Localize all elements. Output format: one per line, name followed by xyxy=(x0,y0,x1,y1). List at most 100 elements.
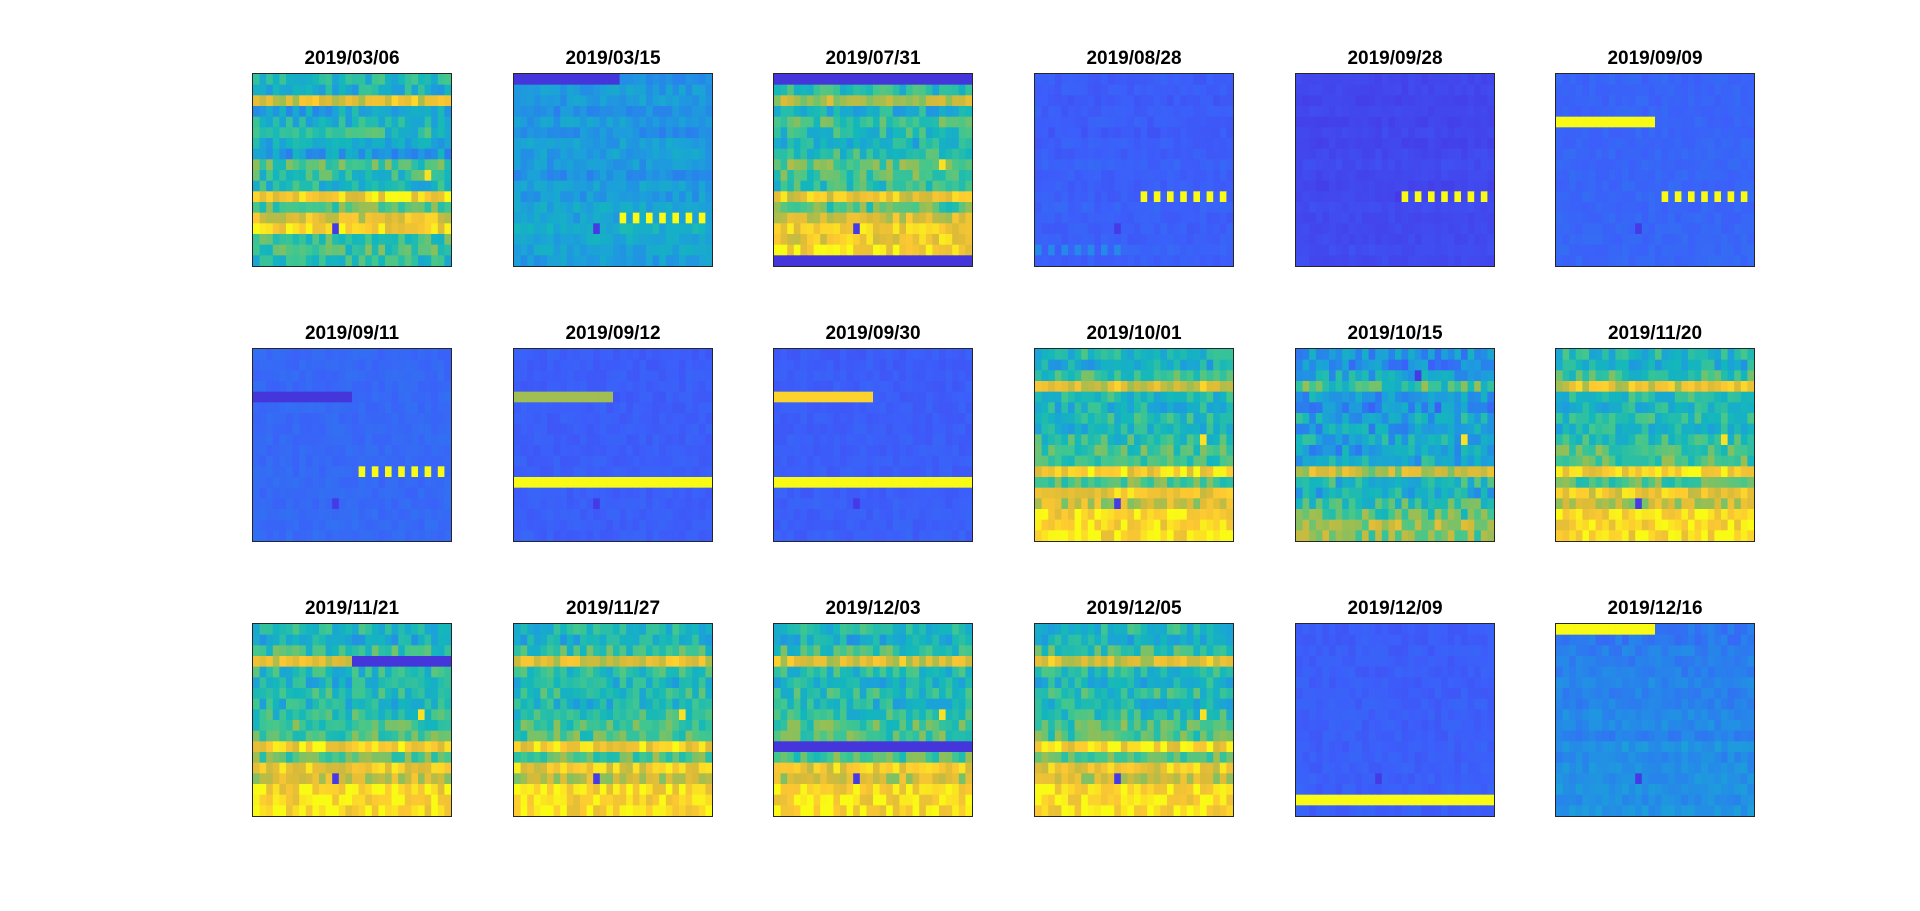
heatmap-cell xyxy=(431,445,439,457)
heatmap-cell xyxy=(859,530,867,541)
heatmap-cell xyxy=(1655,180,1663,192)
heatmap-cell xyxy=(1589,223,1597,235)
heatmap-cell xyxy=(833,509,841,521)
heatmap-cell xyxy=(560,74,568,86)
heatmap-cell xyxy=(1615,148,1623,160)
heatmap-cell xyxy=(292,509,300,521)
heatmap-cell xyxy=(1401,95,1409,107)
heatmap-cell xyxy=(1219,223,1227,235)
heatmap-cell xyxy=(665,180,673,192)
heatmap-cell xyxy=(385,477,393,489)
heatmap-cell xyxy=(1180,127,1188,139)
heatmap-cell xyxy=(932,359,940,371)
heatmap-cell xyxy=(652,127,660,139)
heatmap-cell xyxy=(646,509,654,521)
heatmap-cell xyxy=(1315,191,1323,203)
heatmap-cell xyxy=(945,202,953,214)
heatmap-cell xyxy=(912,170,920,182)
heatmap-cell xyxy=(833,477,841,489)
heatmap-cell xyxy=(619,170,627,182)
heatmap-cell xyxy=(606,202,614,214)
heatmap-cell xyxy=(527,148,535,160)
heatmap-cell xyxy=(266,509,274,521)
heatmap-cell xyxy=(1688,95,1696,107)
heatmap-cell xyxy=(840,445,848,457)
heatmap-cell xyxy=(520,159,528,171)
heatmap-cell xyxy=(1661,191,1669,203)
heatmap-cell xyxy=(1562,180,1570,192)
heatmap-cell xyxy=(292,95,300,107)
heatmap-cell xyxy=(859,477,867,489)
heatmap-cell xyxy=(632,84,640,96)
heatmap-cell xyxy=(685,423,693,435)
heatmap-cell xyxy=(646,244,654,256)
heatmap-cell xyxy=(879,349,887,361)
heatmap-cell xyxy=(259,391,267,403)
heatmap-cell xyxy=(873,455,881,467)
heatmap-cell xyxy=(1615,180,1623,192)
heatmap-cell xyxy=(1740,74,1748,86)
heatmap-cell xyxy=(952,74,960,86)
heatmap-cell xyxy=(1302,191,1310,203)
heatmap-cell xyxy=(1461,84,1469,96)
heatmap-cell xyxy=(444,509,451,521)
heatmap-cell xyxy=(599,244,607,256)
heatmap-cell xyxy=(619,74,627,86)
heatmap-cell xyxy=(1734,84,1742,96)
heatmap-cell xyxy=(787,170,795,182)
heatmap-cell xyxy=(1388,74,1396,86)
heatmap-cell xyxy=(619,127,627,139)
heatmap-cell xyxy=(418,202,426,214)
heatmap-cell xyxy=(925,413,933,425)
heatmap-cell xyxy=(846,402,854,414)
heatmap-cell xyxy=(391,509,399,521)
heatmap-cell xyxy=(952,349,960,361)
heatmap-cell xyxy=(952,359,960,371)
heatmap-cell xyxy=(1193,244,1201,256)
heatmap-cell xyxy=(879,381,887,393)
heatmap-cell xyxy=(1134,148,1142,160)
heatmap-cell xyxy=(580,359,588,371)
heatmap-cell xyxy=(1628,116,1636,128)
heatmap-cell xyxy=(1167,138,1175,150)
heatmap-cell xyxy=(1355,106,1363,118)
heatmap-cell xyxy=(646,402,654,414)
heatmap-cell xyxy=(424,413,432,425)
heatmap-cell xyxy=(1674,170,1682,182)
heatmap-cell xyxy=(965,212,972,224)
heatmap-cell xyxy=(813,148,821,160)
heatmap-cell xyxy=(813,180,821,192)
heatmap-cell xyxy=(820,402,828,414)
heatmap-cell xyxy=(685,434,693,446)
heatmap-cell xyxy=(705,487,712,499)
heatmap-cell xyxy=(437,84,445,96)
heatmap-cell xyxy=(1461,148,1469,160)
heatmap-cell xyxy=(424,434,432,446)
heatmap-cell xyxy=(939,159,947,171)
heatmap-cell xyxy=(833,434,841,446)
heatmap-cell xyxy=(1582,84,1590,96)
heatmap-cell xyxy=(1054,381,1062,393)
heatmap-cell xyxy=(826,455,834,467)
heatmap-cell xyxy=(391,370,399,382)
heatmap-cell xyxy=(398,106,406,118)
heatmap-cell xyxy=(1101,202,1109,214)
heatmap-cell xyxy=(892,509,900,521)
heatmap-cell xyxy=(1562,170,1570,182)
heatmap-cell xyxy=(793,116,801,128)
heatmap-cell xyxy=(371,191,379,203)
heatmap-cell xyxy=(932,148,940,160)
heatmap-cell xyxy=(1595,202,1603,214)
heatmap-cell xyxy=(279,434,287,446)
heatmap-cell xyxy=(807,148,815,160)
heatmap-cell xyxy=(698,509,706,521)
heatmap-cell xyxy=(325,244,333,256)
heatmap-cell xyxy=(787,530,795,541)
heatmap-cell xyxy=(1068,234,1076,246)
heatmap-cell xyxy=(1428,138,1436,150)
heatmap-cell xyxy=(1309,170,1317,182)
heatmap-cell xyxy=(253,116,261,128)
heatmap-cell xyxy=(1219,212,1227,224)
heatmap-cell xyxy=(800,477,808,489)
heatmap-cell xyxy=(939,509,947,521)
